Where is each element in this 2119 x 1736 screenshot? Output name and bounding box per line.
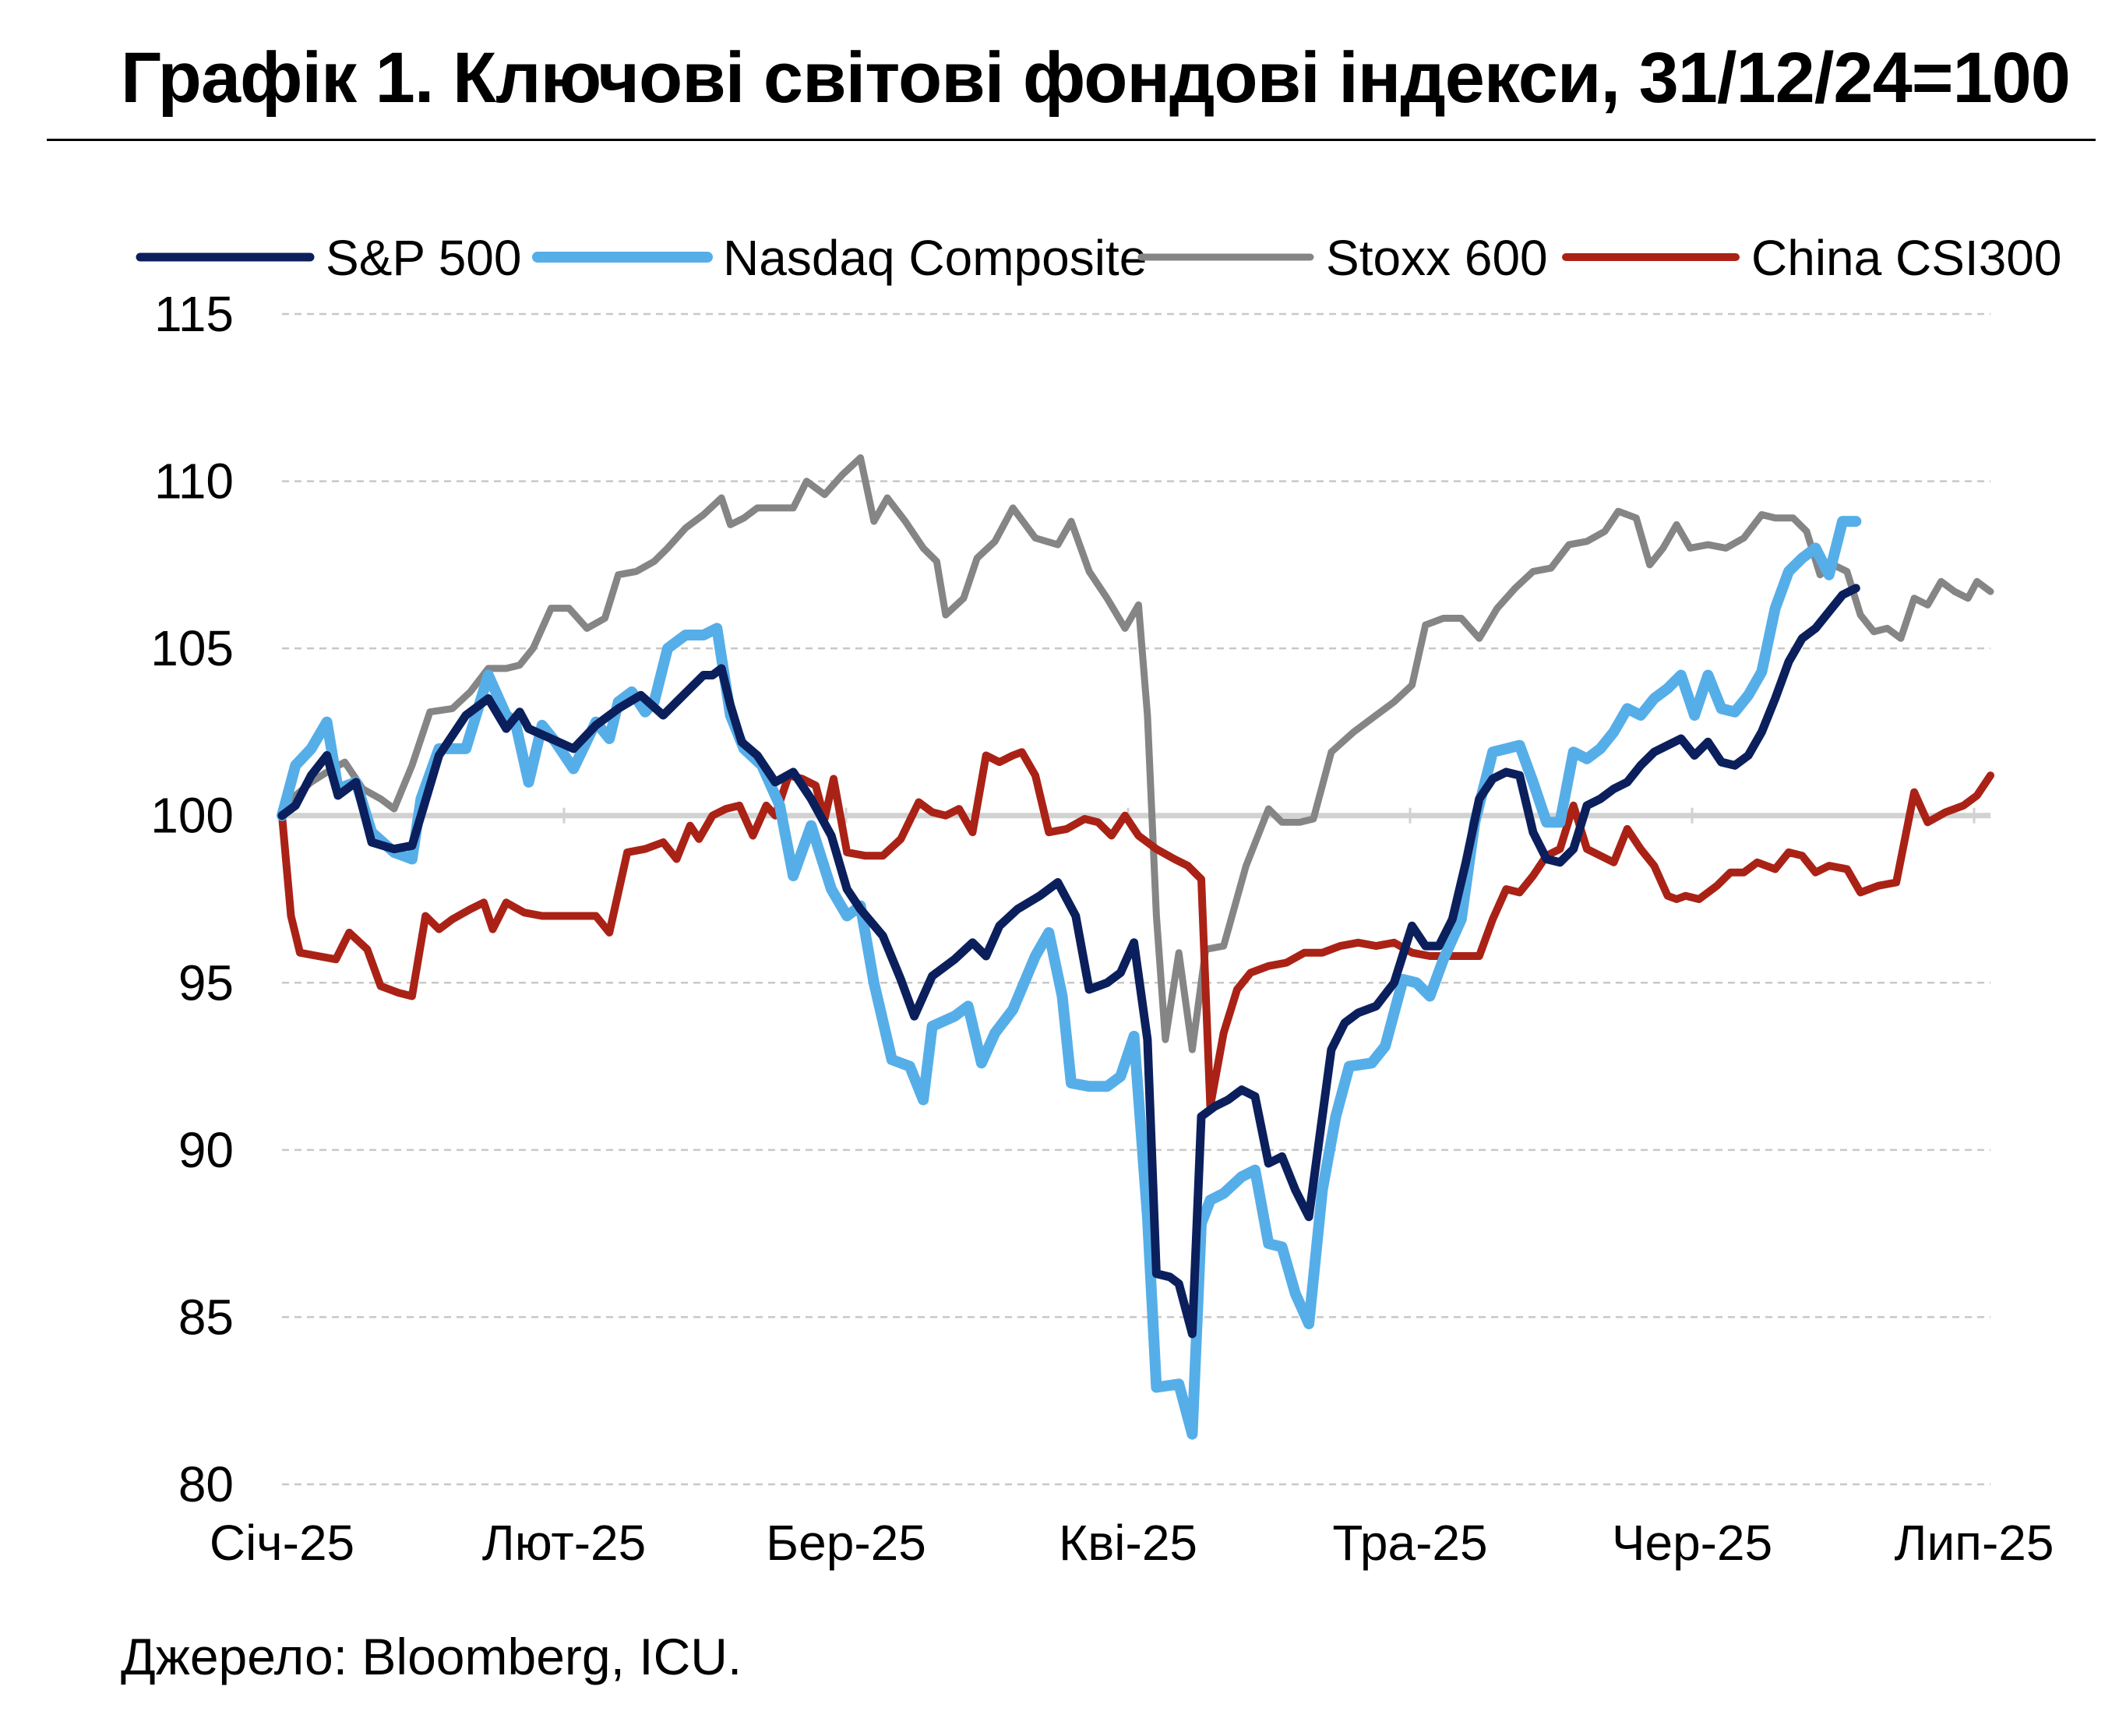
y-tick-label: 110 bbox=[154, 453, 234, 510]
series-line-s-p-500 bbox=[277, 584, 1860, 1339]
y-tick-label: 85 bbox=[178, 1289, 234, 1345]
x-tick-label: Січ-25 bbox=[210, 1515, 354, 1571]
series-line-nasdaq-composite bbox=[277, 516, 1862, 1440]
series-lines bbox=[277, 454, 1994, 1440]
y-tick-label: 95 bbox=[178, 954, 234, 1011]
y-tick-label: 90 bbox=[178, 1122, 234, 1178]
chart-source: Джерело: Bloomberg, ICU. bbox=[121, 1628, 742, 1685]
legend-label: S&P 500 bbox=[326, 230, 521, 286]
y-tick-label: 115 bbox=[154, 286, 234, 342]
legend-label: Stoxx 600 bbox=[1326, 230, 1548, 286]
x-tick-label: Кві-25 bbox=[1059, 1515, 1197, 1571]
chart-title: Графік 1. Ключові світові фондові індекс… bbox=[121, 38, 2071, 118]
title-rule bbox=[47, 139, 2096, 141]
x-tick-label: Тра-25 bbox=[1332, 1515, 1487, 1571]
x-tick-label: Бер-25 bbox=[766, 1515, 926, 1571]
gridlines bbox=[282, 312, 1990, 1486]
legend: S&P 500 Nasdaq Composite Stoxx 600 China CS… bbox=[136, 230, 2061, 286]
series-line-stoxx-600 bbox=[278, 454, 1994, 1053]
y-tick-label: 100 bbox=[150, 788, 234, 844]
x-tick-label: Лип-25 bbox=[1895, 1515, 2054, 1571]
legend-label: China CSI300 bbox=[1751, 230, 2061, 286]
series-line-china-csi300 bbox=[278, 748, 1994, 1111]
y-tick-label: 80 bbox=[178, 1456, 234, 1512]
x-tick-label: Лют-25 bbox=[482, 1515, 646, 1571]
x-tick-label: Чер-25 bbox=[1612, 1515, 1772, 1571]
legend-label: Nasdaq Composite bbox=[723, 230, 1147, 286]
y-tick-label: 105 bbox=[150, 620, 234, 676]
